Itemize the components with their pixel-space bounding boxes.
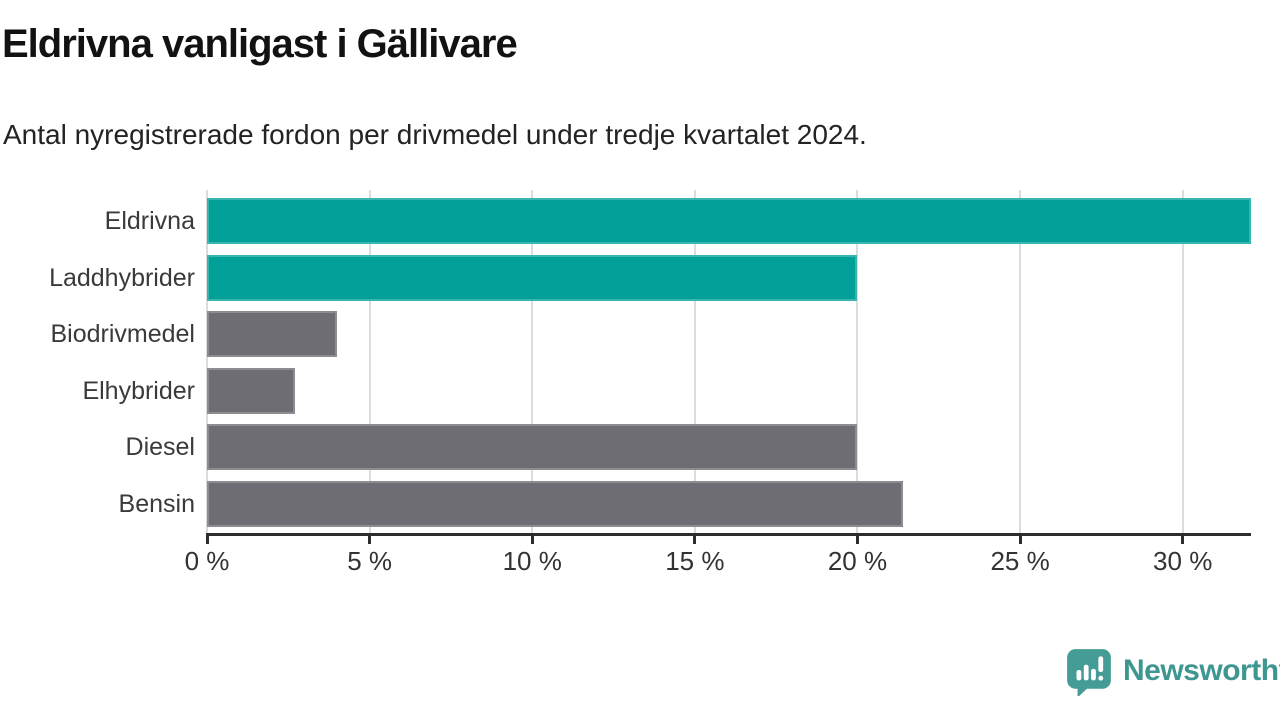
gridline xyxy=(206,190,208,533)
category-label-eldrivna: Eldrivna xyxy=(104,207,195,235)
category-label-laddhybrider: Laddhybrider xyxy=(49,263,195,292)
x-axis-tick-label: 15 % xyxy=(665,546,725,576)
x-axis-tick-label: 0 % xyxy=(184,546,230,576)
bar-diesel xyxy=(207,424,858,471)
x-axis-tick xyxy=(1181,533,1185,544)
x-axis-tick-label: 5 % xyxy=(347,546,393,576)
x-axis-tick xyxy=(205,533,209,544)
category-label-bensin: Bensin xyxy=(118,490,195,518)
x-axis-line xyxy=(207,533,1251,536)
category-label-diesel: Diesel xyxy=(125,433,195,462)
bar-eldrivna xyxy=(207,198,1251,244)
x-axis-tick xyxy=(1018,533,1022,544)
bar-laddhybrider xyxy=(207,254,858,301)
gridline xyxy=(1019,190,1022,533)
x-axis-tick-label: 30 % xyxy=(1153,546,1213,576)
newsworthy-logo-text: Newsworthy xyxy=(1123,654,1280,687)
bar-bensin xyxy=(207,481,903,527)
x-axis-tick-label: 20 % xyxy=(827,546,888,576)
x-axis-tick xyxy=(368,533,372,544)
gridline xyxy=(531,190,534,533)
category-label-biodrivmedel: Biodrivmedel xyxy=(50,320,195,349)
chart-subtitle: Antal nyregistrerade fordon per drivmede… xyxy=(3,119,867,150)
chart-title: Eldrivna vanligast i Gällivare xyxy=(2,22,518,66)
bar-elhybrider xyxy=(207,367,295,414)
bar-biodrivmedel xyxy=(207,311,338,358)
x-axis-tick xyxy=(855,533,859,544)
x-axis-tick xyxy=(693,533,697,544)
gridline xyxy=(856,190,859,533)
x-axis-tick-label: 25 % xyxy=(990,546,1050,576)
x-axis-tick xyxy=(530,533,534,544)
gridline xyxy=(693,190,696,533)
category-label-elhybrider: Elhybrider xyxy=(82,376,195,405)
gridline xyxy=(1181,190,1184,533)
gridline xyxy=(368,190,371,533)
x-axis-tick-label: 10 % xyxy=(502,546,562,576)
newsworthy-logo-icon xyxy=(1067,649,1111,696)
newsworthy-brand: Newsworthy xyxy=(1064,646,1280,696)
